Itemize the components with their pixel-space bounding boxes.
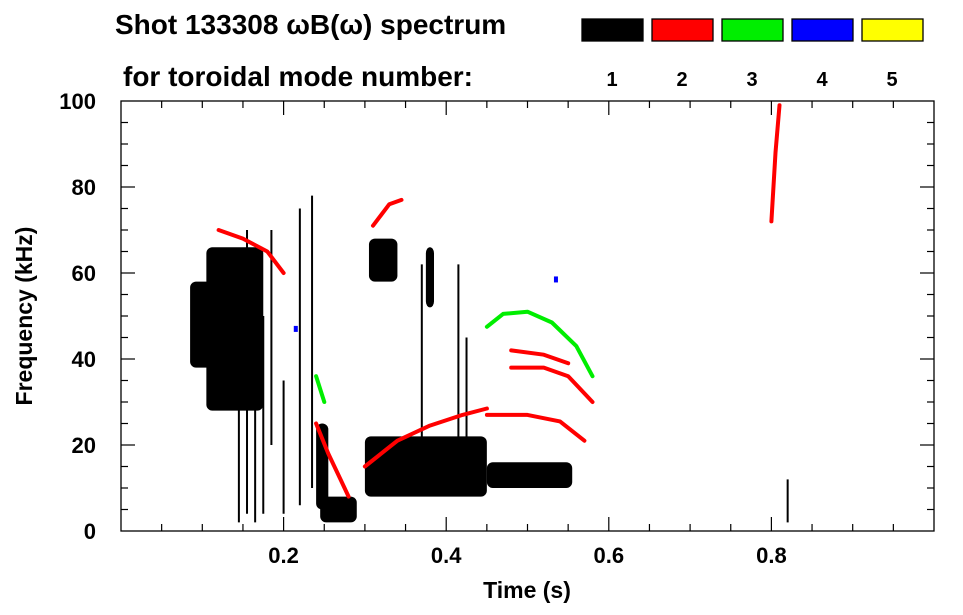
mode-1-blob [425, 247, 435, 308]
mode-3-curve [314, 374, 327, 404]
legend-swatch-mode-4 [791, 18, 854, 42]
y-tick-label: 40 [72, 347, 96, 372]
y-tick-label: 80 [72, 175, 96, 200]
mode-2-curve [769, 103, 782, 224]
mode-1-blob [486, 462, 573, 488]
legend-label-mode-1: 1 [606, 69, 617, 91]
y-tick-label: 0 [84, 519, 96, 544]
mode-2-curve [314, 421, 351, 499]
axis-ticks: 0.2 0.4 0.6 0.8 0 20 40 60 80 100 [59, 89, 934, 568]
legend-label-mode-5: 5 [886, 69, 897, 91]
x-tick-label: 0.8 [756, 543, 787, 568]
legend-label-mode-3: 3 [746, 69, 757, 91]
mode-2-curve [509, 348, 571, 366]
legend-swatch-mode-1 [581, 18, 644, 42]
mode-1-blob [206, 247, 264, 411]
y-tick-label: 20 [72, 433, 96, 458]
mode-4-point [553, 276, 558, 283]
mode-2-curve [509, 365, 595, 404]
mode-2-curve [216, 228, 286, 275]
legend-label-mode-4: 4 [816, 69, 828, 91]
chart-title: Shot 133308 ωB(ω) spectrum [115, 9, 506, 40]
chart-subtitle: for toroidal mode number: [123, 61, 473, 92]
legend-swatch-mode-5 [861, 18, 924, 42]
mode-2-curve [362, 406, 489, 469]
x-axis-label: Time (s) [483, 577, 571, 603]
legend-swatch-mode-3 [721, 18, 784, 42]
legend-label-mode-2: 2 [676, 69, 687, 91]
mode-3-curve [484, 309, 595, 379]
legend: 1 2 3 4 5 [581, 18, 924, 91]
mode-2-curve [371, 197, 404, 228]
mode-1-blob [364, 436, 487, 497]
y-axis-label: Frequency (kHz) [11, 227, 37, 406]
y-tick-label: 100 [59, 89, 96, 114]
plot-area [190, 103, 789, 523]
y-tick-label: 60 [72, 261, 96, 286]
mode-1-blob [320, 496, 357, 523]
mode-4-point [293, 325, 298, 332]
mode-2-curve [484, 412, 587, 443]
x-tick-label: 0.2 [268, 543, 299, 568]
mode-1-blob [368, 238, 398, 282]
x-tick-label: 0.4 [431, 543, 462, 568]
legend-swatch-mode-2 [651, 18, 714, 42]
x-tick-label: 0.6 [594, 543, 625, 568]
